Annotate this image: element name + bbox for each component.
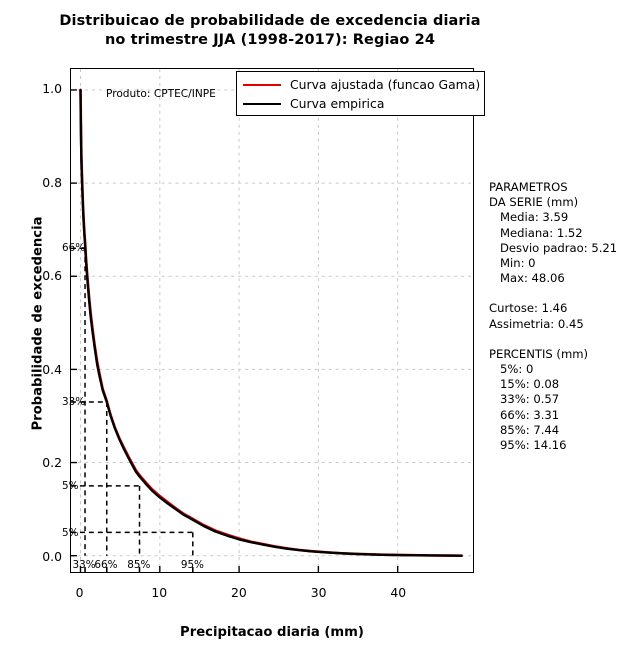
x-axis-ticks: 0 10 20 30 40 xyxy=(0,586,640,606)
percentile-x-label: 33% xyxy=(72,559,96,571)
y-tick-label: 0.4 xyxy=(42,361,62,377)
stats-spacer-1 xyxy=(489,286,639,301)
legend-label-empirical: Curva empirica xyxy=(290,96,385,111)
y-tick-label: 1.0 xyxy=(42,81,62,97)
stats-max: Max: 48.06 xyxy=(500,271,565,286)
percentile-y-label: 33% xyxy=(62,396,86,409)
percentis-header: PERCENTIS (mm) xyxy=(489,346,589,361)
chart-title: Distribuicao de probabilidade de exceden… xyxy=(0,12,540,50)
legend-line-red-icon xyxy=(243,83,281,86)
plot-area xyxy=(70,68,474,573)
x-tick-label: 10 xyxy=(151,585,168,600)
exceedance-curve-plot xyxy=(71,69,473,572)
produto-note: Produto: CPTEC/INPE xyxy=(106,88,216,100)
percentil-95: 95%: 14.16 xyxy=(500,438,567,453)
legend-item-fitted: Curva ajustada (funcao Gama) xyxy=(243,75,481,94)
stats-assimetria: Assimetria: 0.45 xyxy=(489,316,584,331)
legend-line-black-icon xyxy=(243,102,281,105)
y-tick-label: 0.2 xyxy=(42,455,62,471)
y-tick-label: 0.8 xyxy=(42,174,62,190)
legend-label-fitted: Curva ajustada (funcao Gama) xyxy=(290,77,481,92)
percentile-x-label: 66% xyxy=(94,559,118,571)
chart-title-line2: no trimestre JJA (1998-2017): Regiao 24 xyxy=(104,32,436,48)
x-tick-label: 20 xyxy=(231,585,247,600)
percentile-x-label: 95% xyxy=(180,559,204,571)
legend-item-empirical: Curva empirica xyxy=(243,94,478,113)
x-axis-label: Precipitacao diaria (mm) xyxy=(180,625,364,640)
curve-empirical xyxy=(79,88,463,557)
y-axis-label: Probabilidade de excedencia xyxy=(30,216,46,431)
x-tick-label: 40 xyxy=(390,585,407,600)
percentil-66: 66%: 3.31 xyxy=(500,407,560,422)
stats-desvio-padrao: Desvio padrao: 5.21 xyxy=(500,240,618,255)
percentile-y-label: 66% xyxy=(62,242,86,255)
percentil-33: 33%: 0.57 xyxy=(500,392,560,407)
stats-media: Media: 3.59 xyxy=(500,210,569,225)
stats-mediana: Mediana: 1.52 xyxy=(500,225,583,240)
statistics-panel: PARAMETROS DA SERIE (mm) Media: 3.59 Med… xyxy=(489,180,639,453)
x-tick-label: 30 xyxy=(310,585,327,600)
x-tick-label: 0 xyxy=(75,585,84,600)
percentil-5: 5%: 0 xyxy=(500,362,534,377)
stats-header-line1: PARAMETROS xyxy=(489,180,568,194)
y-tick-label: 0.6 xyxy=(42,268,62,284)
stats-curtose: Curtose: 1.46 xyxy=(489,301,568,316)
y-axis-ticks: 0.0 0.2 0.4 0.6 0.8 1.0 xyxy=(14,0,62,660)
percentil-85: 85%: 7.44 xyxy=(500,422,560,437)
chart-legend: Curva ajustada (funcao Gama) Curva empir… xyxy=(236,71,485,116)
percentil-15: 15%: 0.08 xyxy=(500,377,560,392)
percentile-x-label: 85% xyxy=(127,559,151,571)
stats-spacer-2 xyxy=(489,332,639,347)
stats-header-line2: DA SERIE (mm) xyxy=(489,195,579,210)
percentile-y-label: 5% xyxy=(62,480,79,493)
stats-min: Min: 0 xyxy=(500,256,536,271)
y-tick-label: 0.0 xyxy=(42,548,62,564)
chart-title-line1: Distribuicao de probabilidade de exceden… xyxy=(59,13,481,29)
percentile-y-label: 5% xyxy=(62,527,79,540)
